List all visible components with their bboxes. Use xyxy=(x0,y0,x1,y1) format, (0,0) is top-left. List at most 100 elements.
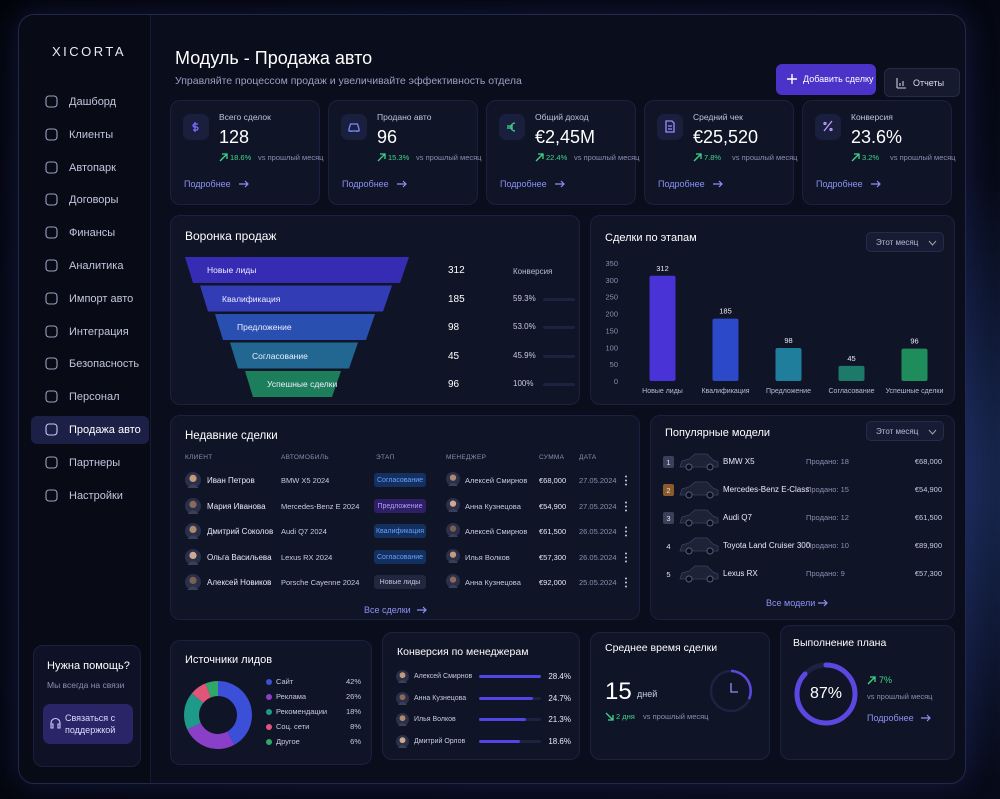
kpi-link[interactable]: Подробнее xyxy=(342,179,389,189)
period-dropdown[interactable]: Этот месяц xyxy=(866,232,944,252)
conversion-header: Конверсия xyxy=(513,267,553,276)
car-image xyxy=(679,509,719,527)
nav-item[interactable]: Персонал xyxy=(69,391,120,404)
reports-label[interactable]: Отчеты xyxy=(913,78,945,88)
reports-button[interactable]: Отчеты xyxy=(884,68,960,97)
nav-item[interactable]: Продажа авто xyxy=(69,424,141,436)
row-menu[interactable] xyxy=(624,577,628,588)
headset-icon xyxy=(50,717,61,729)
kpi-change: 22.4% xyxy=(546,153,568,162)
kpi-link[interactable]: Подробнее xyxy=(658,179,705,189)
manager-name: Алексей Смирнов xyxy=(465,476,528,485)
popular-models-card: Популярные модели Этот месяц 1 BMW X5 Продан… xyxy=(650,415,955,620)
model-name: Toyota Land Cruiser 300 xyxy=(723,541,811,550)
kpi-label: Конверсия xyxy=(851,112,893,122)
model-sold: Продано: 9 xyxy=(806,569,845,578)
nav-item[interactable]: Аналитика xyxy=(69,260,124,272)
nav-icon-shape xyxy=(45,128,58,141)
legend-value: 18% xyxy=(345,707,361,716)
arrow-icon xyxy=(555,180,565,188)
add-deal-label[interactable]: Добавить сделку xyxy=(803,74,874,84)
nav-item[interactable]: Дашборд xyxy=(69,96,117,108)
nav-item[interactable]: Клиенты xyxy=(69,128,114,141)
nav-item[interactable]: Импорт авто xyxy=(69,292,134,305)
avatar-head xyxy=(399,693,406,700)
kpi-note: vs прошлый месяц xyxy=(732,153,798,162)
funnel-title: Воронка продаж xyxy=(185,229,277,243)
row-menu[interactable] xyxy=(624,526,628,537)
nav-icon-shape xyxy=(45,226,58,239)
stage-label: Квалификация xyxy=(375,528,425,535)
trend-head xyxy=(380,153,386,159)
nav-icon xyxy=(45,161,58,174)
reports-icon xyxy=(896,78,906,89)
avatar xyxy=(446,497,460,512)
models-link[interactable]: Все модели xyxy=(766,598,816,608)
nav-item[interactable]: Финансы xyxy=(69,227,116,240)
x-tick-label: Квалификация xyxy=(701,388,749,395)
plan-title: Выполнение плана xyxy=(793,637,887,649)
car-wheel xyxy=(706,575,714,583)
nav-item[interactable]: Договоры xyxy=(69,194,119,207)
trend-line xyxy=(867,676,876,685)
plan-link[interactable]: Подробнее xyxy=(867,713,914,723)
model-name: BMW X5 xyxy=(723,457,755,466)
model-sold: Продано: 15 xyxy=(806,485,849,494)
avatar-body xyxy=(397,680,408,683)
nav-icon xyxy=(45,456,58,469)
nav-item[interactable]: Партнеры xyxy=(69,456,121,469)
nav-item[interactable]: Безопасность xyxy=(69,358,140,371)
menu-dot xyxy=(625,581,627,584)
kpi-link[interactable]: Подробнее xyxy=(500,179,547,189)
car-model: Mercedes-Benz E 2024 xyxy=(281,501,360,511)
arrow-path xyxy=(417,606,427,614)
legend-label: Соц. сети xyxy=(276,722,310,731)
avatar-head xyxy=(449,550,457,558)
kpi-icon-box xyxy=(499,114,525,140)
avatar-body xyxy=(397,723,408,726)
avatar-body xyxy=(187,586,199,590)
kpi-card: Средний чек €25,520 7.8% vs прошлый месяц По… xyxy=(644,100,798,205)
avatar-body xyxy=(448,482,458,486)
nav-item[interactable]: Автопарк xyxy=(69,161,116,174)
stage-label: Предложение xyxy=(377,502,423,510)
deal-date: 27.05.2024 xyxy=(579,476,617,485)
kpi-link[interactable]: Подробнее xyxy=(184,179,231,189)
y-tick-label: 300 xyxy=(605,276,618,285)
arrow-path xyxy=(397,180,407,188)
model-sold: Продано: 18 xyxy=(806,457,849,466)
kpi-icon xyxy=(192,122,199,132)
trend-head xyxy=(870,676,876,682)
period-dropdown[interactable]: Этот месяц xyxy=(866,421,944,441)
nav-item[interactable]: Интеграция xyxy=(69,325,129,338)
nav-icon-shape xyxy=(45,325,58,338)
nav-item[interactable]: Настройки xyxy=(69,489,123,502)
stage-label: Согласование xyxy=(377,477,423,484)
arrow-icon xyxy=(818,599,828,607)
row-menu[interactable] xyxy=(624,501,628,512)
conversion-track xyxy=(543,326,575,329)
chart-title: Сделки по этапам xyxy=(605,232,697,244)
legend-dot xyxy=(266,724,272,730)
kpi-link[interactable]: Подробнее xyxy=(816,179,863,189)
add-deal-button[interactable]: Добавить сделку xyxy=(776,64,876,95)
nav-icon-shape xyxy=(45,95,58,108)
arrow-icon xyxy=(239,180,249,188)
nav-active-bg xyxy=(31,416,149,444)
menu-dot xyxy=(625,505,627,507)
avatar-body xyxy=(187,535,199,539)
kpi-value: 96 xyxy=(377,127,398,147)
row-menu[interactable] xyxy=(624,552,628,563)
help-button[interactable]: Связаться с поддержкой xyxy=(43,704,133,744)
trend-icon xyxy=(605,712,614,721)
trend-icon xyxy=(535,153,544,162)
kpi-icon-path xyxy=(665,120,675,133)
trend-head xyxy=(854,153,860,159)
row-menu[interactable] xyxy=(624,475,628,486)
help-button-label[interactable]: Связаться с поддержкой xyxy=(65,713,116,736)
avatar xyxy=(396,691,409,705)
deals-link[interactable]: Все сделки xyxy=(364,605,411,615)
conversion-track xyxy=(543,297,575,301)
kpi-card: Всего сделок 128 18.6% vs прошлый месяц Подр… xyxy=(170,100,323,205)
arrow-path xyxy=(555,180,565,188)
